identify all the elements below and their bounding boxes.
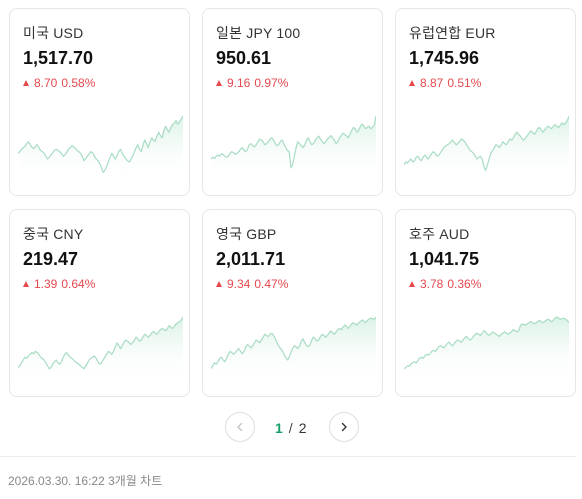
- change-amount: 9.16: [227, 76, 251, 90]
- currency-card-jpy[interactable]: 일본 JPY 100 950.61 9.16 0.97%: [202, 8, 383, 196]
- change-amount: 1.39: [34, 277, 58, 291]
- currency-card-usd[interactable]: 미국 USD 1,517.70 8.70 0.58%: [9, 8, 190, 196]
- sparkline-chart: [211, 316, 376, 382]
- currency-name: 호주 AUD: [409, 226, 470, 242]
- sparkline-area: [211, 116, 376, 181]
- sparkline-line: [404, 316, 569, 370]
- currency-card-grid: 미국 USD 1,517.70 8.70 0.58% 일본 JPY 100 95…: [9, 8, 576, 397]
- currency-card-gbp[interactable]: 영국 GBP 2,011.71 9.34 0.47%: [202, 209, 383, 397]
- currency-price: 1,041.75: [409, 249, 480, 269]
- currency-change: 9.34 0.47%: [216, 277, 288, 291]
- chevron-left-icon: [237, 422, 243, 432]
- currency-card-aud[interactable]: 호주 AUD 1,041.75 3.78 0.36%: [395, 209, 576, 397]
- next-page-button[interactable]: [329, 412, 359, 442]
- change-percent: 0.36%: [447, 277, 482, 291]
- change-percent: 0.64%: [61, 277, 96, 291]
- change-percent: 0.51%: [447, 76, 482, 90]
- triangle-up-icon: [216, 80, 222, 86]
- page-separator: /: [288, 420, 293, 436]
- sparkline-line: [18, 316, 183, 370]
- chart-timestamp: 2026.03.30. 16:22 3개월 차트: [8, 474, 163, 488]
- sparkline-chart: [404, 115, 569, 181]
- triangle-up-icon: [23, 80, 29, 86]
- sparkline-line: [404, 115, 569, 172]
- triangle-up-icon: [216, 281, 222, 287]
- sparkline-area: [18, 116, 183, 181]
- sparkline-chart: [18, 316, 183, 382]
- chevron-right-icon: [341, 422, 347, 432]
- currency-price: 1,745.96: [409, 48, 480, 68]
- currency-change: 8.70 0.58%: [23, 76, 95, 90]
- currency-price: 2,011.71: [216, 249, 286, 269]
- currency-change: 1.39 0.64%: [23, 277, 95, 291]
- currency-change: 8.87 0.51%: [409, 76, 481, 90]
- current-page: 1: [275, 420, 283, 436]
- sparkline-area: [18, 317, 183, 382]
- currency-price: 1,517.70: [23, 48, 94, 68]
- change-percent: 0.97%: [254, 76, 289, 90]
- currency-name: 미국 USD: [23, 25, 84, 41]
- sparkline-line: [211, 316, 376, 370]
- prev-page-button[interactable]: [225, 412, 255, 442]
- currency-change: 9.16 0.97%: [216, 76, 288, 90]
- page-indicator: 1 / 2: [270, 420, 320, 436]
- sparkline-area: [404, 317, 569, 382]
- change-amount: 8.87: [420, 76, 444, 90]
- total-pages: 2: [298, 420, 307, 436]
- currency-card-eur[interactable]: 유럽연합 EUR 1,745.96 8.87 0.51%: [395, 8, 576, 196]
- sparkline-chart: [211, 115, 376, 181]
- change-percent: 0.47%: [254, 277, 289, 291]
- change-amount: 9.34: [227, 277, 251, 291]
- currency-price: 950.61: [216, 48, 272, 68]
- currency-name: 일본 JPY 100: [216, 25, 301, 41]
- currency-card-cny[interactable]: 중국 CNY 219.47 1.39 0.64%: [9, 209, 190, 397]
- currency-name: 유럽연합 EUR: [409, 25, 496, 41]
- change-amount: 3.78: [420, 277, 444, 291]
- sparkline-area: [211, 317, 376, 382]
- currency-name: 영국 GBP: [216, 226, 277, 242]
- triangle-up-icon: [409, 281, 415, 287]
- sparkline-line: [18, 115, 183, 173]
- sparkline-chart: [404, 316, 569, 382]
- sparkline-chart: [18, 115, 183, 181]
- triangle-up-icon: [23, 281, 29, 287]
- change-amount: 8.70: [34, 76, 58, 90]
- currency-name: 중국 CNY: [23, 226, 84, 242]
- change-percent: 0.58%: [61, 76, 96, 90]
- pagination: 1 / 2: [0, 412, 582, 444]
- sparkline-line: [211, 115, 376, 169]
- triangle-up-icon: [409, 80, 415, 86]
- currency-price: 219.47: [23, 249, 79, 269]
- currency-change: 3.78 0.36%: [409, 277, 481, 291]
- divider: [0, 456, 576, 457]
- sparkline-area: [404, 116, 569, 181]
